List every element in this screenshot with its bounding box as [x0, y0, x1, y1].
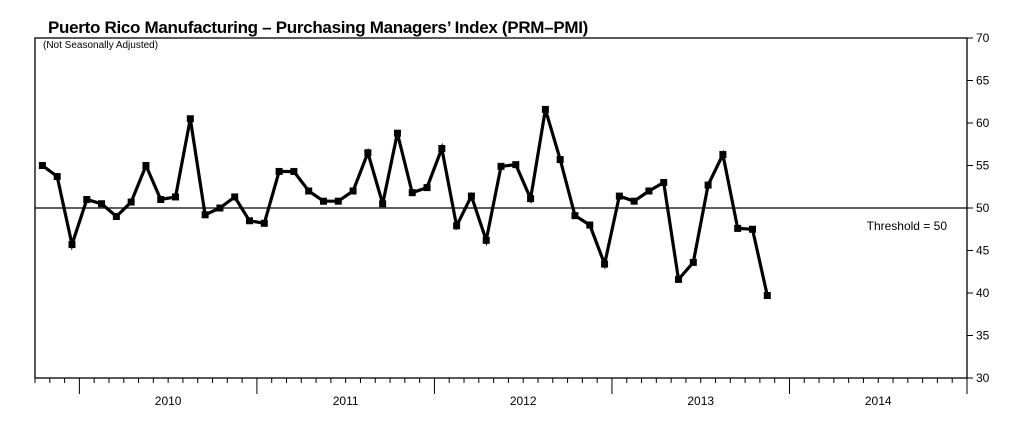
x-tick-label: 2010	[155, 394, 182, 408]
y-tick-label: 70	[976, 31, 990, 45]
data-point	[586, 221, 594, 229]
x-tick-label: 2014	[865, 394, 892, 408]
data-point	[423, 184, 431, 192]
data-point	[748, 225, 756, 233]
data-point	[630, 197, 638, 205]
data-point	[482, 236, 490, 244]
data-point	[201, 211, 209, 219]
data-point	[349, 187, 357, 195]
data-point	[689, 258, 697, 266]
data-point	[172, 193, 180, 201]
data-point	[83, 196, 91, 203]
data-point	[319, 197, 327, 205]
y-tick-label: 65	[976, 74, 990, 88]
data-point	[571, 212, 579, 220]
data-point	[246, 217, 254, 225]
chart-title: Puerto Rico Manufacturing – Purchasing M…	[48, 18, 589, 37]
data-point	[364, 149, 372, 157]
data-point	[112, 213, 120, 220]
data-point	[541, 105, 549, 113]
x-tick-label: 2013	[687, 394, 714, 408]
data-point	[512, 161, 520, 169]
x-axis: 2010 2011 2012 2013 2014	[34, 378, 968, 408]
series-line	[41, 108, 769, 296]
data-point	[231, 193, 239, 201]
y-tick-label: 55	[976, 159, 990, 173]
y-tick-label: 35	[976, 329, 990, 343]
data-point	[556, 156, 564, 164]
x-tick-label: 2012	[510, 394, 537, 408]
data-point	[68, 241, 76, 249]
data-point	[186, 115, 194, 123]
data-point	[305, 187, 313, 195]
x-tick-label: 2011	[333, 394, 359, 408]
threshold-group: Threshold = 50	[35, 207, 967, 233]
data-point	[645, 187, 653, 195]
chart-subtitle: (Not Seasonally Adjusted)	[43, 40, 159, 51]
data-point	[393, 129, 401, 137]
series-group	[38, 105, 771, 300]
y-tick-label: 45	[976, 244, 990, 258]
y-tick-label: 30	[976, 371, 990, 385]
data-point	[216, 204, 224, 212]
data-point	[719, 150, 727, 158]
data-point	[675, 275, 683, 283]
data-point	[467, 192, 475, 200]
threshold-label: Threshold = 50	[867, 219, 948, 233]
data-point	[53, 173, 61, 181]
data-point	[438, 145, 446, 152]
data-point	[763, 292, 771, 300]
data-point	[379, 200, 387, 208]
data-point	[98, 200, 106, 208]
data-point	[615, 192, 623, 200]
y-tick-label: 50	[976, 201, 990, 215]
data-point	[497, 162, 505, 170]
data-point	[260, 219, 268, 227]
data-point	[704, 181, 712, 189]
data-point	[275, 167, 283, 175]
data-point	[453, 222, 461, 230]
data-point	[127, 198, 135, 206]
data-point	[734, 224, 742, 232]
y-axis: 30 35 40 45 50 55 60 65 70	[967, 31, 990, 385]
data-point	[408, 189, 416, 197]
data-point	[38, 162, 46, 169]
data-point	[142, 162, 150, 169]
data-point	[157, 196, 165, 203]
y-tick-label: 60	[976, 116, 990, 130]
data-point	[334, 197, 342, 205]
data-point	[527, 195, 535, 203]
data-point	[601, 260, 609, 268]
data-point	[290, 167, 298, 175]
data-point	[660, 179, 668, 186]
y-tick-label: 40	[976, 286, 990, 300]
